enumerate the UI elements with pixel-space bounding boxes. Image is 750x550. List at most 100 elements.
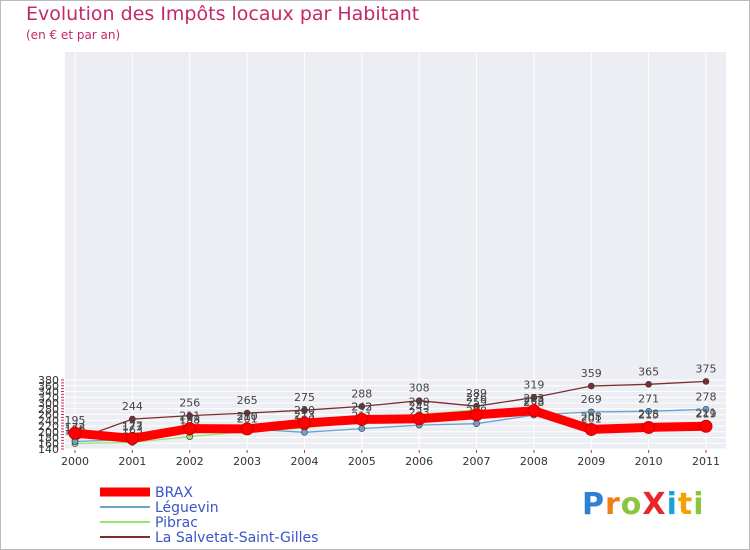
y-tick-label: 200 <box>38 426 59 439</box>
y-tick-label: 300 <box>38 397 59 410</box>
data-point-brax <box>470 408 484 422</box>
data-point-brax <box>642 420 656 434</box>
data-point-la-salvetat-saint-gilles <box>129 415 136 423</box>
data-label-pibrac: 276 <box>466 391 487 404</box>
data-point-brax <box>183 422 197 436</box>
logo-letter: P <box>582 487 605 522</box>
legend-label: La Salvetat-Saint-Gilles <box>155 530 318 546</box>
data-point-l-guevin <box>587 408 595 416</box>
data-label-la-salvetat-saint-gilles: 359 <box>581 367 602 380</box>
data-label-brax: 245 <box>409 400 430 413</box>
data-label-brax: 219 <box>696 407 717 420</box>
data-point-la-salvetat-saint-gilles <box>587 382 595 390</box>
data-label-brax: 177 <box>122 419 143 432</box>
data-label-la-salvetat-saint-gilles: 288 <box>351 387 372 400</box>
data-point-la-salvetat-saint-gilles <box>301 406 308 414</box>
data-point-la-salvetat-saint-gilles <box>186 412 194 419</box>
data-point-la-salvetat-saint-gilles <box>243 409 251 417</box>
data-point-brax <box>297 416 311 430</box>
legend-label: Pibrac <box>155 515 198 531</box>
x-tick-label: 2004 <box>290 455 318 468</box>
logo-letter: i <box>693 487 705 522</box>
data-point-brax <box>125 431 139 445</box>
x-tick-label: 2006 <box>405 455 433 468</box>
logo-letter: X <box>642 487 667 522</box>
y-tick-label: 380 <box>38 374 59 387</box>
data-label-pibrac: 263 <box>523 395 544 408</box>
data-label-l-guevin: 271 <box>638 392 659 405</box>
series-line-la-salvetat-saint-gilles <box>74 380 707 441</box>
x-tick-label: 2003 <box>233 455 261 468</box>
data-point-brax <box>68 426 82 440</box>
data-label-l-guevin: 258 <box>523 396 544 409</box>
logo-letter: r <box>605 487 621 522</box>
data-label-pibrac: 201 <box>237 412 258 425</box>
data-label-la-salvetat-saint-gilles: 275 <box>294 391 315 404</box>
y-tick-label: 220 <box>38 420 59 433</box>
data-label-brax: 243 <box>351 400 372 413</box>
data-point-brax <box>240 422 254 436</box>
data-label-brax: 259 <box>466 396 487 409</box>
data-point-l-guevin <box>301 429 308 436</box>
x-tick-label: 2002 <box>176 455 204 468</box>
data-label-la-salvetat-saint-gilles: 244 <box>122 400 143 413</box>
chart-subtitle: (en € et par an) <box>26 28 121 42</box>
x-tick-label: 2007 <box>463 455 491 468</box>
data-point-la-salvetat-saint-gilles <box>530 394 538 401</box>
y-tick-label: 260 <box>38 409 59 422</box>
data-label-la-salvetat-saint-gilles: 308 <box>409 382 430 395</box>
y-tick-label: 140 <box>38 443 59 456</box>
data-label-la-salvetat-saint-gilles: 375 <box>696 362 717 375</box>
data-point-la-salvetat-saint-gilles <box>702 378 710 385</box>
data-label-pibrac: 242 <box>351 401 372 414</box>
data-point-l-guevin <box>702 406 710 413</box>
x-tick-label: 2011 <box>692 455 720 468</box>
y-tick-label: 160 <box>38 437 59 450</box>
data-label-brax: 273 <box>523 392 544 405</box>
data-point-la-salvetat-saint-gilles <box>358 403 366 410</box>
data-label-pibrac: 201 <box>581 412 602 425</box>
data-label-l-guevin: 173 <box>122 421 143 434</box>
series-line-brax <box>70 406 711 443</box>
data-label-l-guevin: 210 <box>237 410 258 423</box>
data-point-brax <box>527 404 541 418</box>
data-point-brax <box>699 419 713 433</box>
data-label-brax: 195 <box>65 414 86 427</box>
x-tick-label: 2008 <box>520 455 548 468</box>
data-label-la-salvetat-saint-gilles: 256 <box>179 397 200 410</box>
data-label-la-salvetat-saint-gilles: 289 <box>466 387 487 400</box>
y-tick-label: 280 <box>38 403 59 416</box>
y-tick-label: 180 <box>38 432 59 445</box>
data-point-l-guevin <box>645 408 652 415</box>
data-label-l-guevin: 269 <box>581 393 602 406</box>
plot-area <box>65 52 726 449</box>
data-label-la-salvetat-saint-gilles: 319 <box>523 379 544 392</box>
proxiti-logo: ProXiti <box>582 487 705 522</box>
chart-title: Evolution des Impôts locaux par Habitant <box>26 3 420 25</box>
data-point-la-salvetat-saint-gilles <box>415 397 423 405</box>
data-label-pibrac: 260 <box>409 396 430 409</box>
x-tick-label: 2000 <box>61 455 89 468</box>
data-point-brax <box>412 412 426 426</box>
data-label-brax: 210 <box>237 410 258 423</box>
data-point-la-salvetat-saint-gilles <box>645 381 652 388</box>
y-tick-label: 340 <box>38 386 59 399</box>
data-point-l-guevin <box>473 420 480 428</box>
data-point-brax <box>355 412 369 426</box>
data-label-brax: 230 <box>294 404 315 417</box>
x-tick-label: 2005 <box>348 455 376 468</box>
data-label-l-guevin: 278 <box>696 390 717 403</box>
legend-label: BRAX <box>155 485 193 501</box>
data-label-brax: 211 <box>179 410 200 423</box>
x-tick-label: 2001 <box>118 455 146 468</box>
data-label-brax: 215 <box>638 408 659 421</box>
data-label-la-salvetat-saint-gilles: 265 <box>237 394 258 407</box>
data-point-l-guevin <box>358 425 366 432</box>
logo-letter: t <box>677 487 694 522</box>
data-label-l-guevin: 198 <box>179 413 200 426</box>
data-label-brax: 208 <box>581 410 602 423</box>
data-label-la-salvetat-saint-gilles: 365 <box>638 365 659 378</box>
x-tick-label: 2009 <box>577 455 605 468</box>
y-tick-label: 360 <box>38 380 59 393</box>
